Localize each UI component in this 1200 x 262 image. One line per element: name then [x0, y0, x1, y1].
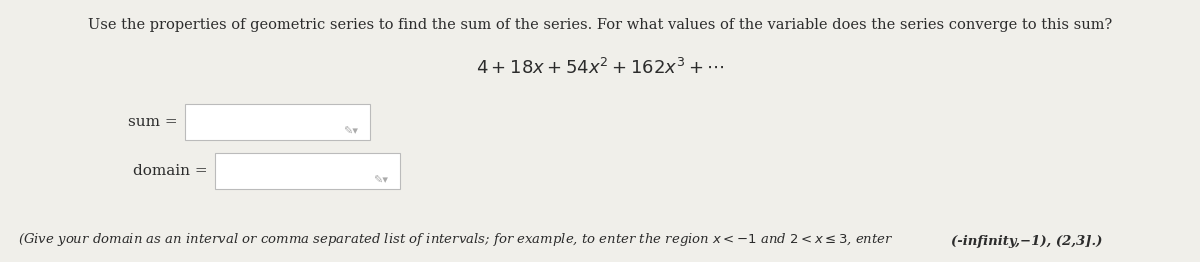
Text: (Give your domain as an interval or comma separated list of intervals; for examp: (Give your domain as an interval or comm… [18, 231, 894, 248]
FancyBboxPatch shape [185, 104, 370, 140]
Text: $4 + 18x + 54x^2 + 162x^3 + \cdots$: $4 + 18x + 54x^2 + 162x^3 + \cdots$ [475, 58, 725, 78]
Text: ✎▾: ✎▾ [373, 175, 388, 185]
Text: sum =: sum = [128, 115, 178, 129]
FancyBboxPatch shape [215, 153, 400, 189]
Text: domain =: domain = [133, 164, 208, 178]
Text: (-infinity,−1), (2,3].): (-infinity,−1), (2,3].) [952, 235, 1103, 248]
Text: Use the properties of geometric series to find the sum of the series. For what v: Use the properties of geometric series t… [88, 18, 1112, 32]
Text: ✎▾: ✎▾ [343, 126, 358, 136]
